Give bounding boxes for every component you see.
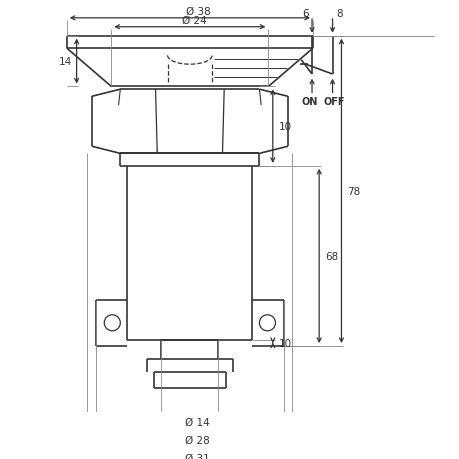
- Text: ON: ON: [301, 96, 317, 106]
- Text: 14: 14: [58, 57, 72, 67]
- Text: Ø 31: Ø 31: [184, 453, 209, 459]
- Text: Ø 24: Ø 24: [182, 16, 206, 26]
- Text: 10: 10: [278, 338, 291, 348]
- Text: Ø 38: Ø 38: [186, 7, 211, 17]
- Text: Ø 28: Ø 28: [184, 435, 209, 445]
- Text: 8: 8: [336, 9, 342, 19]
- Text: 10: 10: [278, 122, 291, 132]
- Text: 6: 6: [301, 9, 308, 19]
- Text: Ø 14: Ø 14: [184, 417, 209, 427]
- Text: OFF: OFF: [323, 96, 344, 106]
- Text: 68: 68: [325, 252, 337, 261]
- Text: 78: 78: [347, 186, 360, 196]
